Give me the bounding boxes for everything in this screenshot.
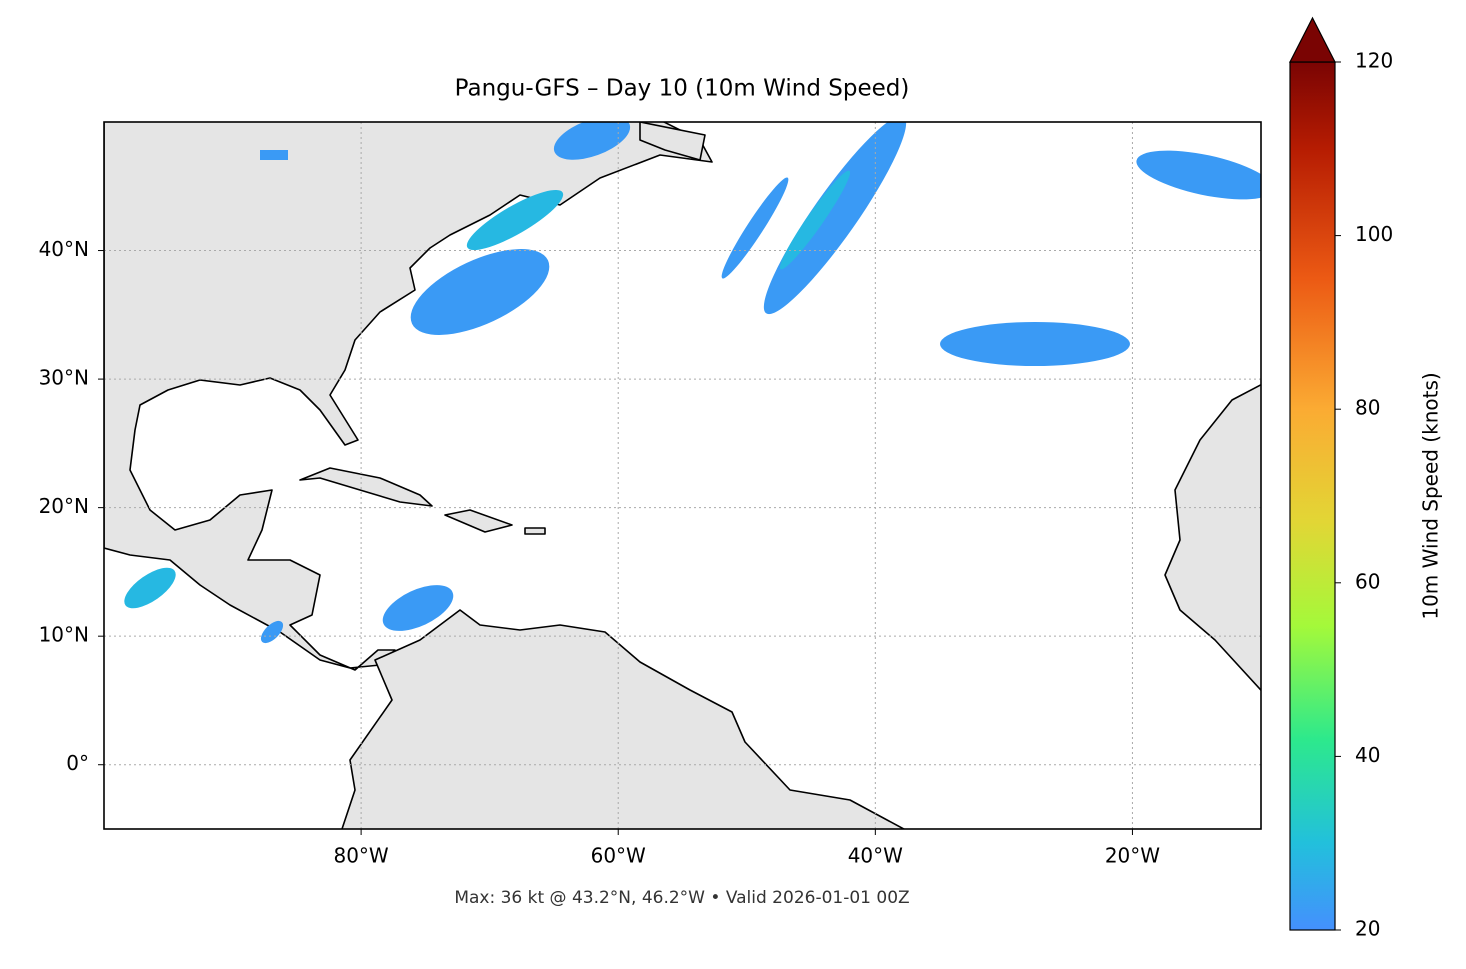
colorbar-tick-label: 80 bbox=[1355, 396, 1380, 420]
x-tick-label: 40°W bbox=[848, 844, 903, 868]
colorbar-tick-label: 60 bbox=[1355, 569, 1380, 593]
x-tick-label: 80°W bbox=[333, 844, 388, 868]
wind-regions bbox=[124, 122, 1261, 644]
plot-frame bbox=[103, 121, 1262, 830]
colorbar bbox=[1289, 61, 1336, 931]
colorbar-tick-label: 100 bbox=[1355, 222, 1393, 246]
footer-note: Max: 36 kt @ 43.2°N, 46.2°W • Valid 2026… bbox=[454, 888, 909, 908]
x-tick-label: 20°W bbox=[1105, 844, 1160, 868]
newfoundland bbox=[639, 122, 706, 161]
colorbar-extend bbox=[1289, 16, 1336, 63]
y-tick-label: 10°N bbox=[39, 623, 89, 647]
y-tick-label: 30°N bbox=[39, 366, 89, 390]
colorbar-label: 10m Wind Speed (knots) bbox=[1419, 372, 1443, 619]
north-america bbox=[104, 122, 713, 671]
south-america bbox=[341, 609, 906, 829]
hispaniola bbox=[444, 509, 513, 533]
colorbar-tick-label: 120 bbox=[1355, 49, 1393, 73]
map bbox=[104, 122, 1261, 829]
cuba bbox=[299, 467, 433, 507]
x-tick-label: 60°W bbox=[591, 844, 646, 868]
chart-title: Pangu-GFS – Day 10 (10m Wind Speed) bbox=[455, 76, 910, 102]
y-tick-label: 0° bbox=[66, 751, 89, 775]
colorbar-tick-label: 20 bbox=[1355, 917, 1380, 941]
puerto-rico bbox=[524, 527, 546, 535]
y-tick-label: 40°N bbox=[39, 237, 89, 261]
africa bbox=[1164, 383, 1261, 692]
colorbar-tick-label: 40 bbox=[1355, 743, 1380, 767]
y-tick-label: 20°N bbox=[39, 494, 89, 518]
